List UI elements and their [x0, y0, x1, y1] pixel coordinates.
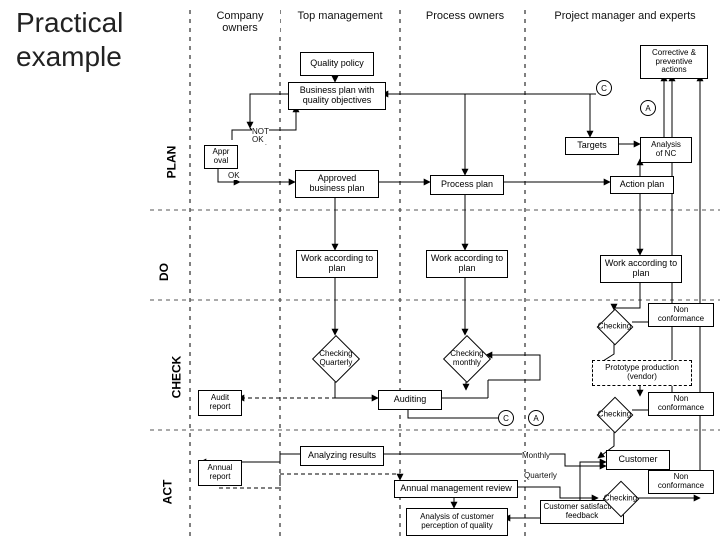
box-anc: Analysisof NC: [640, 137, 692, 163]
circle-c2: C: [498, 410, 514, 426]
box-nc2: Nonconformance: [648, 392, 714, 416]
box-appr: Approval: [204, 145, 238, 169]
label-ok: OK: [228, 172, 240, 180]
circle-c1: C: [596, 80, 612, 96]
box-proto: Prototype production(vendor): [592, 360, 692, 386]
box-wk2: Work according toplan: [426, 250, 508, 278]
col-head-1: Top management: [285, 10, 395, 22]
box-wk3: Work according toplan: [600, 255, 682, 283]
phase-do: DO: [157, 263, 171, 281]
col-head-3: Project manager and experts: [540, 10, 710, 22]
box-qpol: Quality policy: [300, 52, 374, 76]
box-wk1: Work according toplan: [296, 250, 378, 278]
box-apbp: Approvedbusiness plan: [295, 170, 379, 198]
box-amr: Annual management review: [394, 480, 518, 498]
box-cust: Customer: [606, 450, 670, 470]
box-audr: Auditreport: [198, 390, 242, 416]
phase-act: ACT: [160, 480, 174, 505]
col-head-2: Process owners: [410, 10, 520, 22]
circle-a1: A: [640, 100, 656, 116]
box-cpa: Corrective &preventiveactions: [640, 45, 708, 79]
label-nok: NOTOK: [252, 128, 269, 144]
box-nc3: Nonconformance: [648, 470, 714, 494]
box-pplan: Process plan: [430, 175, 504, 195]
box-anres: Analyzing results: [300, 446, 384, 466]
box-nc1: Nonconformance: [648, 303, 714, 327]
circle-a2: A: [528, 410, 544, 426]
col-head-0: Companyowners: [200, 10, 280, 34]
title-line-1: Practical: [16, 8, 123, 39]
box-tgt: Targets: [565, 137, 619, 155]
box-aplan: Action plan: [610, 176, 674, 194]
box-auditing: Auditing: [378, 390, 442, 410]
box-bplan: Business plan withquality objectives: [288, 82, 386, 110]
label-qtr: Quarterly: [524, 472, 557, 480]
label-mon: Monthly: [522, 452, 550, 460]
phase-plan: PLAN: [164, 146, 178, 179]
phase-check: CHECK: [169, 356, 183, 399]
title-line-2: example: [16, 42, 122, 73]
box-acpq: Analysis of customerperception of qualit…: [406, 508, 508, 536]
box-annr: Annualreport: [198, 460, 242, 486]
